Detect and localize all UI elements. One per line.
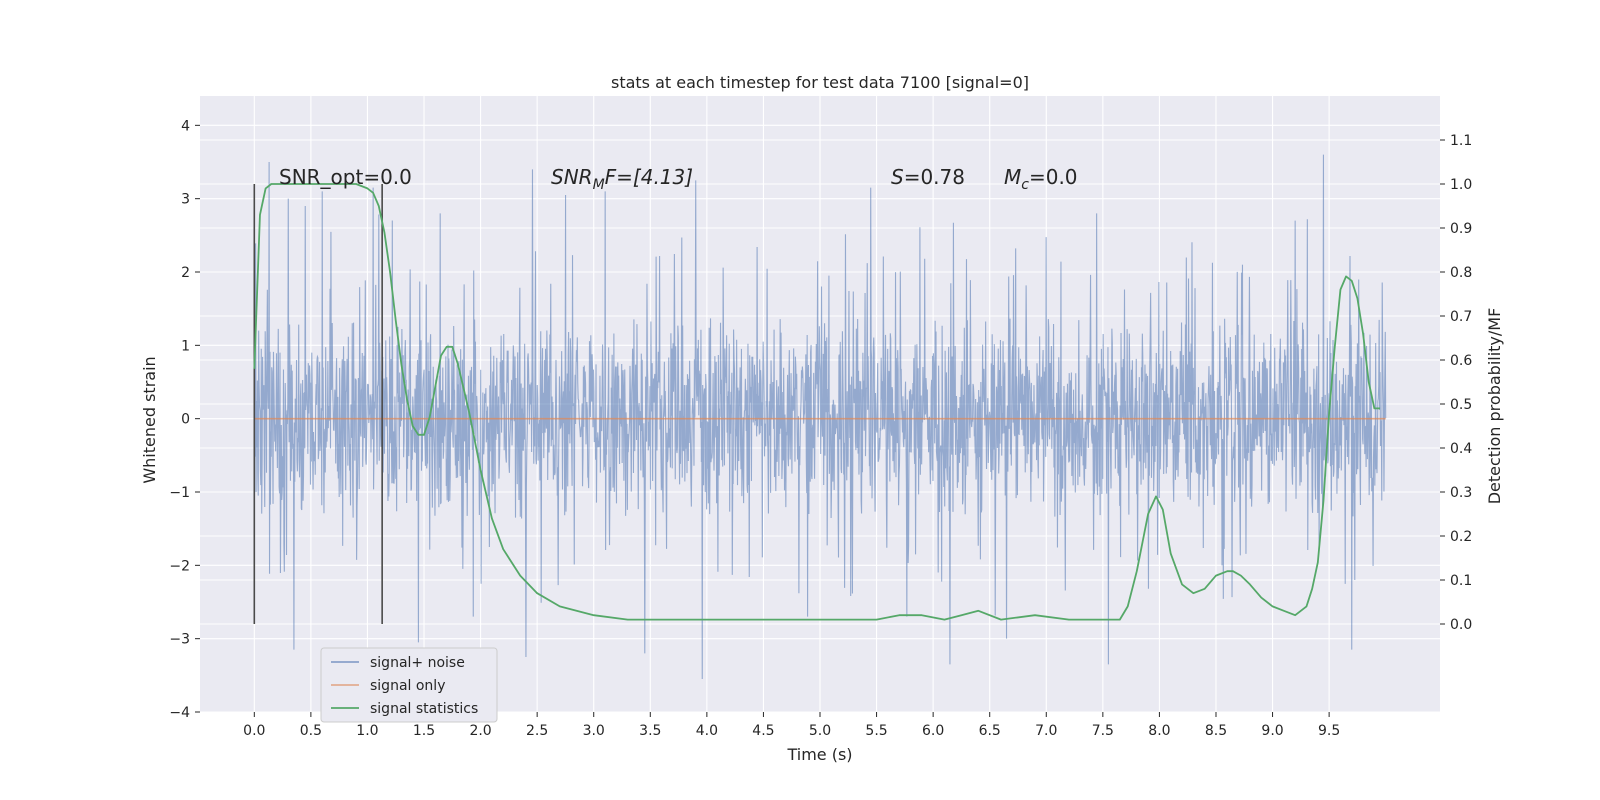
y-right-tick-label: 0.7 [1450, 309, 1472, 325]
y-right-tick-label: 1.0 [1450, 177, 1472, 193]
grid-lines [200, 96, 1440, 713]
signal-statistics-series [253, 183, 1381, 621]
y-left-tick-label: 4 [181, 118, 190, 134]
y-right-tick-label: 0.9 [1450, 221, 1472, 237]
annotation-snr-mf-sub: M [593, 177, 605, 193]
y-left-tick-label: 1 [181, 338, 190, 354]
annotation-s-symbol: S [891, 165, 904, 189]
y-axis-right: 0.0 0.1 0.2 0.3 0.4 0.5 0.6 0.7 0.8 0.9 1.0 1.1 [1440, 133, 1472, 633]
x-tick-label: 4.5 [752, 723, 774, 739]
annotation-s-rest: =0.78 [904, 165, 965, 189]
y-axis-left: −4 −3 −2 −1 0 1 2 3 4 [169, 118, 200, 721]
x-tick-label: 1.5 [413, 723, 435, 739]
signal-statistics-line [253, 183, 1381, 621]
y-axis-right-label: Detection probability/MF [1485, 308, 1504, 505]
annotation-snr-mf: SNRMF=[4.13] [551, 165, 693, 193]
chart-title: stats at each timestep for test data 710… [611, 73, 1029, 92]
y-right-tick-label: 0.3 [1450, 485, 1472, 501]
y-axis-left-label: Whitened strain [140, 356, 159, 483]
x-tick-label: 2.0 [469, 723, 491, 739]
annotation-mc-sub: c [1021, 177, 1029, 193]
x-tick-label: 3.0 [583, 723, 605, 739]
y-right-tick-label: 1.1 [1450, 133, 1472, 149]
x-tick-label: 9.5 [1318, 723, 1340, 739]
legend-label-signal-statistics: signal statistics [370, 701, 478, 717]
x-tick-label: 8.5 [1205, 723, 1227, 739]
x-tick-label: 0.5 [300, 723, 322, 739]
y-left-tick-label: 3 [181, 192, 190, 208]
x-tick-label: 6.5 [979, 723, 1001, 739]
annotation-mc-rest: =0.0 [1029, 165, 1078, 189]
x-axis: 0.0 0.5 1.0 1.5 2.0 2.5 3.0 3.5 4.0 4.5 5.0 5.5 6.0 6… [243, 712, 1340, 739]
x-tick-label: 2.5 [526, 723, 548, 739]
x-tick-label: 5.0 [809, 723, 831, 739]
x-tick-label: 9.0 [1261, 723, 1283, 739]
signal-noise-series [253, 154, 1387, 680]
y-left-tick-label: −2 [169, 558, 190, 574]
x-tick-label: 5.5 [865, 723, 887, 739]
y-right-tick-label: 0.8 [1450, 265, 1472, 281]
x-tick-label: 3.5 [639, 723, 661, 739]
annotation-snr-opt: SNR_opt=0.0 [279, 165, 412, 189]
y-right-tick-label: 0.4 [1450, 441, 1472, 457]
x-axis-label: Time (s) [786, 745, 852, 764]
x-tick-label: 1.0 [356, 723, 378, 739]
y-left-tick-label: −1 [169, 485, 190, 501]
y-right-tick-label: 0.6 [1450, 353, 1472, 369]
y-left-tick-label: −3 [169, 632, 190, 648]
y-right-tick-label: 0.0 [1450, 617, 1472, 633]
y-left-tick-label: 2 [181, 265, 190, 281]
x-tick-label: 7.0 [1035, 723, 1057, 739]
x-tick-label: 6.0 [922, 723, 944, 739]
legend-label-signal-only: signal only [370, 678, 445, 694]
y-left-tick-label: 0 [181, 412, 190, 428]
x-tick-label: 0.0 [243, 723, 265, 739]
legend: signal+ noise signal only signal statist… [320, 647, 498, 723]
annotation-snr-mf-symbol: SNR [551, 165, 593, 189]
y-right-tick-label: 0.1 [1450, 573, 1472, 589]
signal-noise-line [253, 154, 1387, 680]
y-right-tick-label: 0.2 [1450, 529, 1472, 545]
legend-label-signal-noise: signal+ noise [370, 655, 465, 671]
annotation-mc: Mc=0.0 [1004, 165, 1078, 193]
annotations: SNR_opt=0.0 SNRMF=[4.13] S=0.78 Mc=0.0 [279, 165, 1078, 193]
time-markers [253, 184, 383, 624]
x-tick-label: 8.0 [1148, 723, 1170, 739]
annotation-snr-mf-rest: F=[4.13] [605, 165, 693, 189]
x-tick-label: 4.0 [696, 723, 718, 739]
annotation-mc-symbol: M [1004, 165, 1021, 189]
y-right-tick-label: 0.5 [1450, 397, 1472, 413]
annotation-s: S=0.78 [891, 165, 965, 189]
x-tick-label: 7.5 [1092, 723, 1114, 739]
y-left-tick-label: −4 [169, 705, 190, 721]
legend-box [320, 647, 498, 723]
